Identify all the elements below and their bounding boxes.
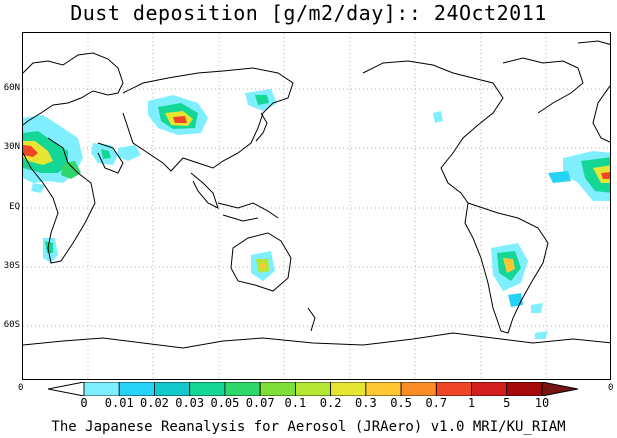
map-gridlines (23, 33, 610, 379)
colorbar-swatch-7 (294, 382, 332, 396)
colorbar-label: 0.1 (284, 396, 307, 410)
colorbar-swatch-6 (259, 382, 296, 396)
lat-label-60n: 60N (3, 83, 20, 93)
colorbar-label: 0.7 (425, 396, 448, 410)
colorbar-swatch-14 (541, 382, 578, 396)
map-title: Dust deposition [g/m2/day]:: 24Oct2011 (70, 1, 547, 25)
colorbar-label: 0 (80, 396, 88, 410)
dust-deposition-field (23, 89, 610, 339)
colorbar-swatch-10 (400, 382, 437, 396)
world-map (23, 33, 610, 379)
colorbar-label: 0.07 (245, 396, 275, 410)
colorbar-swatch-9 (365, 382, 402, 396)
colorbar-label: 0.03 (175, 396, 205, 410)
colorbar-label: 0.2 (319, 396, 342, 410)
credit-line: The Japanese Reanalysis for Aerosol (JRA… (51, 419, 566, 435)
colorbar-label: 1 (467, 396, 476, 410)
lat-label-30s: 30S (3, 261, 20, 271)
lat-label-60s: 60S (3, 320, 20, 330)
lat-label-30n: 30N (3, 142, 20, 152)
colorbar-swatch-11 (435, 382, 472, 396)
colorbar-label: 0.01 (104, 396, 134, 410)
colorbar-label: 0.5 (390, 396, 412, 410)
colorbar-swatch-0 (48, 382, 85, 396)
colorbar-swatch-1 (83, 382, 120, 396)
colorbar-labels: 0 0.01 0.02 0.03 0.05 0.07 0.1 0.2 0.3 0.5 0.7 1 5 10 (0, 396, 617, 412)
colorbar (48, 382, 578, 396)
colorbar-swatch-5 (224, 382, 261, 396)
colorbar-label: 0.3 (355, 396, 377, 410)
colorbar-label: 5 (503, 396, 511, 410)
coastlines (23, 40, 610, 349)
colorbar-label: 0.02 (140, 396, 169, 410)
colorbar-swatch-8 (330, 382, 367, 396)
colorbar-label: 0.05 (210, 396, 240, 410)
left-corner-label: 0 (18, 383, 24, 393)
right-corner-label: 0 (608, 383, 614, 393)
lat-label-eq: EQ (9, 202, 20, 212)
map-frame (22, 32, 611, 380)
colorbar-swatch-13 (506, 382, 543, 396)
colorbar-swatch-12 (471, 382, 508, 396)
colorbar-swatch-3 (154, 382, 191, 396)
colorbar-swatch-2 (118, 382, 155, 396)
colorbar-swatch-4 (189, 382, 226, 396)
colorbar-label: 10 (534, 396, 550, 410)
